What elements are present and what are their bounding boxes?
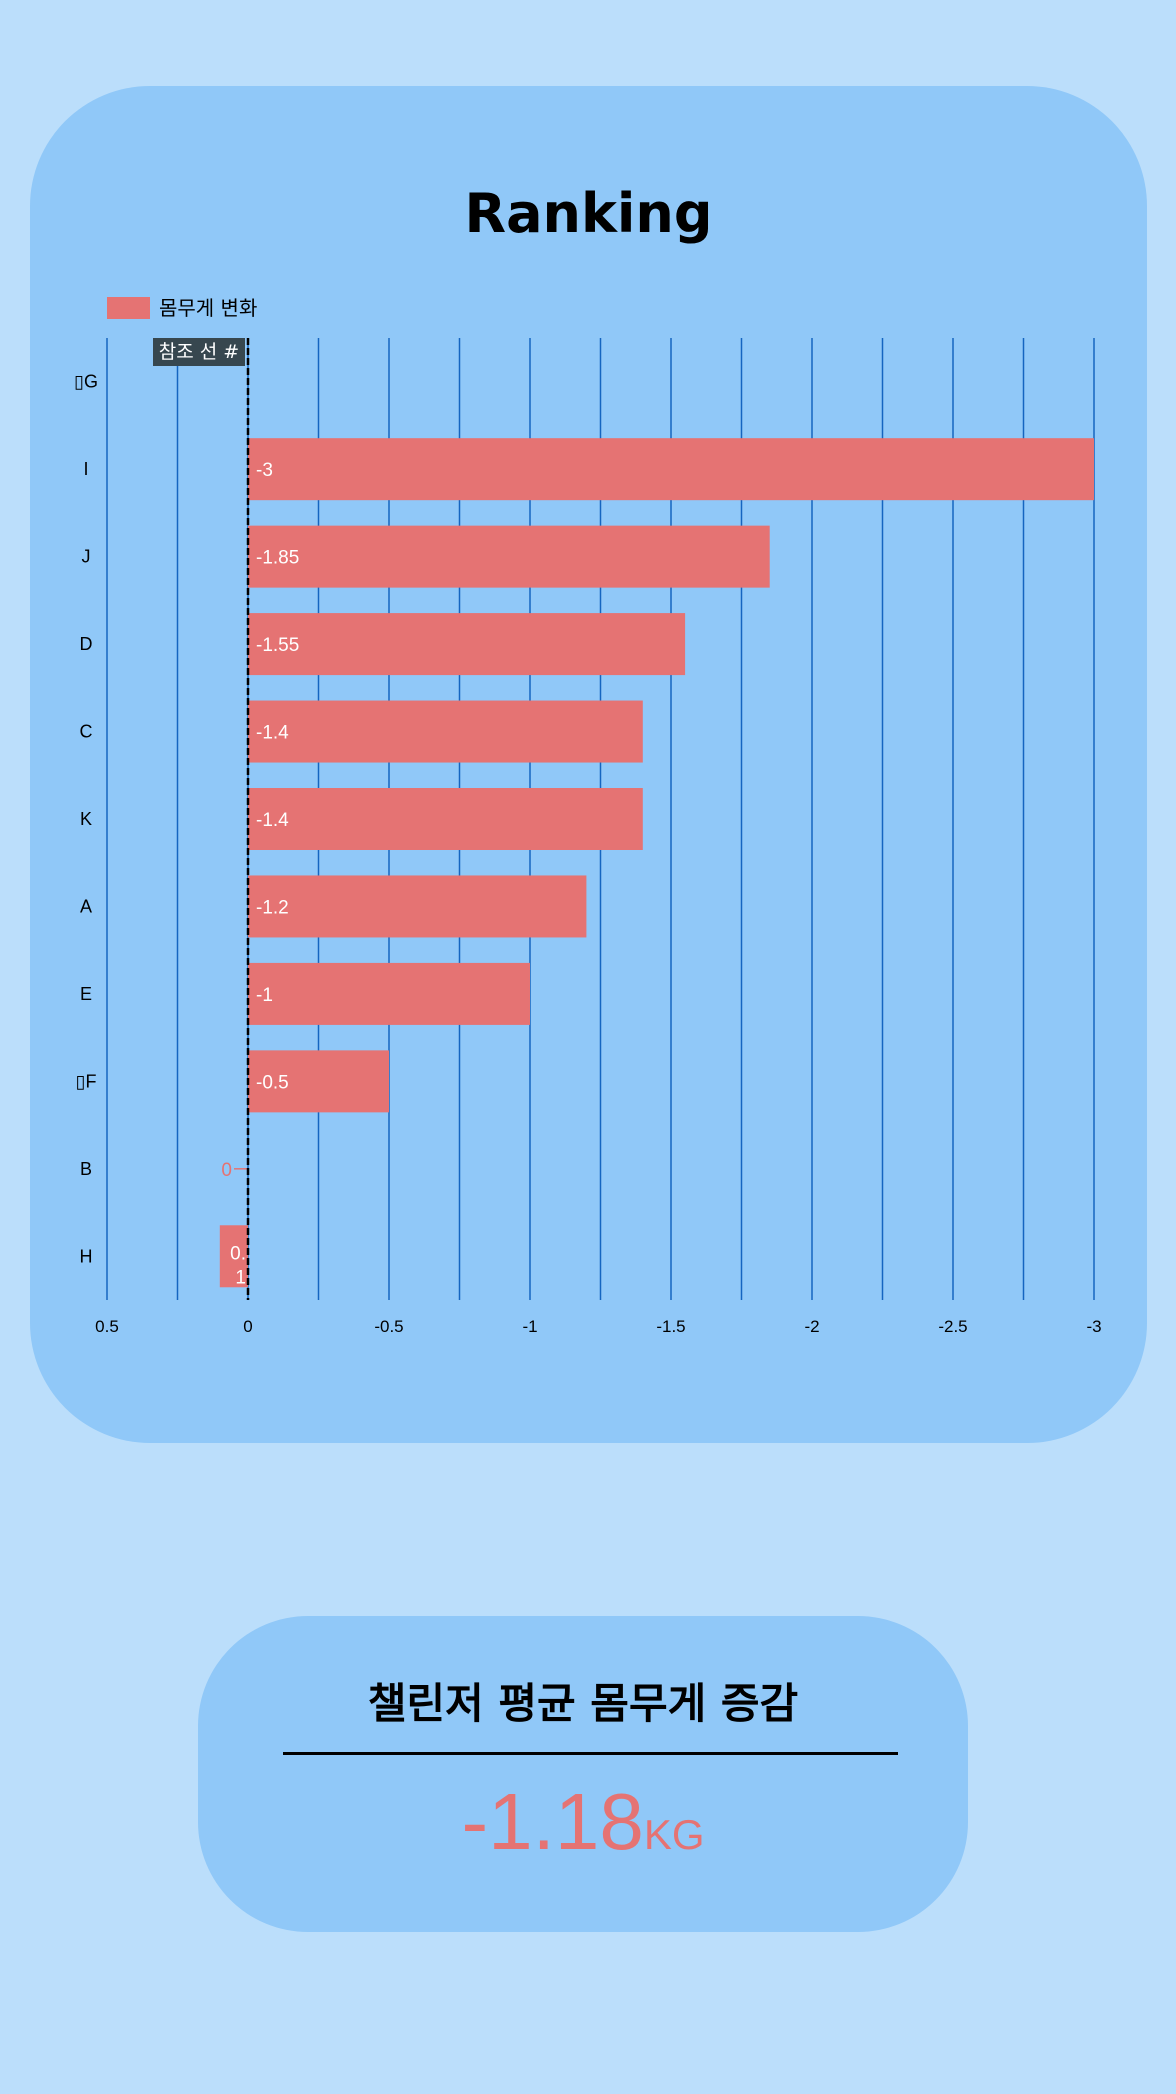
y-category-label: D <box>80 634 93 654</box>
summary-title: 챌린저 평균 몸무게 증감 <box>367 1679 799 1728</box>
y-category-label: K <box>80 809 92 829</box>
ranking-chart-card: Ranking 몸무게 변화 0.5 0 -0.5 -1 -1.5 -2 -2.5 -3 ▯G I… <box>30 86 1147 1443</box>
bar-chart-plot: 0.5 0 -0.5 -1 -1.5 -2 -2.5 -3 ▯G I -3 J -1.85 D -1.55 C… <box>74 338 1102 1336</box>
legend-swatch <box>107 297 150 319</box>
reference-line-label-bg <box>153 338 245 366</box>
bar <box>248 438 1094 501</box>
data-label: 1 <box>235 1267 246 1288</box>
data-label: -0.5 <box>256 1072 289 1093</box>
x-tick-label: 0 <box>243 1317 252 1336</box>
bar <box>248 875 587 938</box>
y-category-label: C <box>80 722 93 742</box>
x-tick-label: -1 <box>522 1317 537 1336</box>
bar <box>248 962 530 1025</box>
y-category-label: B <box>80 1159 92 1179</box>
data-label: 0. <box>230 1243 246 1264</box>
x-tick-label: -0.5 <box>374 1317 403 1336</box>
bar <box>248 700 643 763</box>
y-category-label: H <box>80 1246 93 1266</box>
bar <box>248 1050 389 1113</box>
bar <box>248 788 643 850</box>
reference-line-label: 참조 선 # <box>159 341 239 363</box>
bar <box>248 613 686 676</box>
y-category-label: ▯F <box>76 1071 97 1091</box>
x-tick-label: -3 <box>1086 1317 1101 1336</box>
data-label: -1.85 <box>256 548 299 569</box>
bar <box>219 1225 248 1288</box>
bar <box>248 525 770 588</box>
y-category-label: J <box>82 547 91 567</box>
data-label: -1.55 <box>256 635 299 656</box>
data-label: -1.4 <box>256 810 289 831</box>
x-tick-label: -1.5 <box>656 1317 685 1336</box>
data-label: -3 <box>256 460 273 481</box>
y-category-label: E <box>80 984 92 1004</box>
x-tick-label: -2.5 <box>938 1317 967 1336</box>
average-weight-change-card: 챌린저 평균 몸무게 증감 -1.18KG <box>198 1616 968 1932</box>
x-tick-label: 0.5 <box>95 1317 119 1336</box>
data-label: -1.4 <box>256 723 289 744</box>
data-label: -1.2 <box>256 897 289 918</box>
data-label: 0 <box>221 1160 232 1181</box>
summary-unit: KG <box>643 1811 705 1858</box>
summary-number: -1.18 <box>461 1777 644 1866</box>
legend-label: 몸무게 변화 <box>159 296 258 320</box>
x-tick-label: -2 <box>804 1317 819 1336</box>
y-category-label: A <box>80 896 92 916</box>
summary-value: -1.18KG <box>198 1776 968 1868</box>
data-label: -1 <box>256 985 273 1006</box>
summary-divider <box>283 1752 898 1755</box>
y-category-label: I <box>83 459 88 479</box>
y-category-label: ▯G <box>74 372 98 392</box>
chart-title: Ranking <box>464 182 713 245</box>
